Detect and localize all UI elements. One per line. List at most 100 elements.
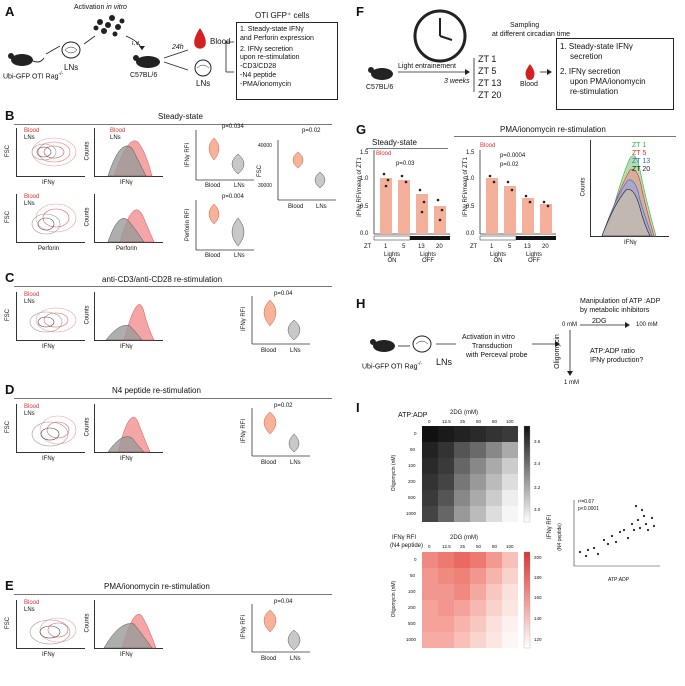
- d-x-blood: Blood: [261, 460, 277, 466]
- g-ytick-2: 1.0: [360, 176, 369, 182]
- i-col-0: 0: [428, 419, 431, 424]
- i-scatter-x: ATP:ADP: [608, 577, 630, 583]
- readout-box-a: 1. Steady-state IFNγ and Perforin express…: [236, 22, 338, 100]
- e-violin: [251, 604, 310, 653]
- i-col2-0: 0: [428, 544, 431, 549]
- c-x-lns: LNs: [290, 348, 301, 354]
- manip-1: Manipulation of ATP :ADP: [580, 298, 661, 305]
- i-col2-1: 12.5: [442, 544, 451, 549]
- d-hist: [94, 404, 163, 453]
- light-entrainment: Light entrainement: [398, 63, 456, 70]
- i-grey-heatmap: [422, 426, 518, 522]
- g-blood-1: Blood: [376, 151, 392, 157]
- panel-label-a: A: [5, 4, 15, 19]
- panel-label-d: D: [5, 382, 15, 397]
- g-ytick2-3: 0.5: [466, 204, 475, 210]
- i-grey-scale-4: 3.0: [534, 507, 541, 512]
- i-col-4: 80: [492, 419, 498, 424]
- d-legend-blood: Blood: [24, 404, 40, 410]
- sampling-2: at different circadian time: [492, 31, 571, 38]
- b-hist-perforin: [94, 194, 163, 243]
- i-grey-scalebar: [523, 425, 531, 523]
- e-ifng-x1: IFNγ: [42, 652, 55, 658]
- d-contour: [16, 404, 85, 453]
- i-oligo-2: Oligomycin (nM): [391, 580, 398, 618]
- g-legend-zt13: ZT 13: [632, 158, 651, 165]
- g-hist-plot: [601, 155, 657, 237]
- g2-zt20: 20: [542, 244, 549, 250]
- g-p2: p=0.0004: [500, 153, 526, 159]
- i-col2-4: 80: [492, 544, 498, 549]
- d-legend-lns: LNs: [24, 411, 35, 417]
- d-hist-plot: [107, 416, 151, 453]
- i-row-2: 100: [408, 463, 416, 468]
- i-row2-1: 50: [410, 573, 416, 578]
- i-red-heatmap: [422, 552, 518, 648]
- box-title-a: OTI GFP⁺ cells: [255, 11, 310, 20]
- g-p3: p=0.02: [500, 162, 519, 168]
- activation-text: Activation in vitro: [74, 4, 127, 11]
- g2-zt1: 1: [490, 244, 494, 250]
- i-dg-mm-2: 2DG (mM): [450, 535, 478, 541]
- b-p3: p=0.02: [302, 128, 321, 134]
- i-scatter-y: IFNγ RFI: [547, 515, 553, 539]
- b-contour-perforin-plot: [31, 203, 77, 235]
- b-x-blood-1: Blood: [205, 183, 221, 189]
- i-row-3: 200: [408, 479, 416, 484]
- i-pval: p<0.0001: [578, 506, 599, 512]
- i-row2-5: 1000: [406, 637, 417, 642]
- g-title-2: PMA/ionomycin re-stimulation: [500, 125, 606, 134]
- i-ifng-rfi-label: IFNγ RFI: [392, 535, 416, 541]
- b-legend3-lns: LNs: [24, 201, 35, 207]
- panel-e-title: PMA/ionomycin re-stimulation: [104, 582, 210, 591]
- b-legend-blood: Blood: [24, 128, 40, 134]
- dg-h: 2DG: [592, 318, 607, 325]
- readout-box-f: 1. Steady-state IFNγ secretion 2. IFNγ se…: [556, 38, 674, 110]
- d-violin: [251, 408, 310, 457]
- g-hist: [590, 140, 669, 237]
- b-perforin-xlabel-1: Perforin: [38, 246, 60, 252]
- i-dg-mm-1: 2DG (mM): [450, 410, 478, 416]
- recipient-label: C57BL/6: [130, 72, 158, 79]
- b-violin-ifng: [195, 130, 254, 181]
- i-col-5: 100: [506, 419, 514, 424]
- b-legend3-blood: Blood: [24, 194, 40, 200]
- b-p2: p=0.004: [222, 194, 244, 200]
- i-grey-scale-3: 3.2: [534, 485, 541, 490]
- i-col2-3: 50: [476, 544, 482, 549]
- g-zt-label-2: ZT: [470, 244, 478, 250]
- panel-label-g: G: [356, 122, 367, 137]
- one-mm: 1 mM: [564, 380, 579, 386]
- mouse-a-label: Ubi-GFP OTI Rag-/-: [3, 71, 64, 81]
- b-perforin-xlabel-2: Perforin: [116, 246, 138, 252]
- i-r2: r²=0.67: [578, 499, 594, 505]
- i-col2-5: 100: [506, 544, 514, 549]
- panel-label-f: F: [356, 4, 364, 19]
- transduction-h: Transduction: [472, 343, 513, 350]
- b-contour-perforin: [16, 194, 85, 243]
- g-ytick-3: 0.5: [360, 204, 369, 210]
- g-legend-zt5: ZT 5: [632, 150, 647, 157]
- g1-lights-off: Lights OFF: [419, 252, 436, 264]
- perceval-h: with Perceval probe: [466, 352, 528, 359]
- g2-lights-on: Lights ON: [489, 252, 506, 264]
- panel-label-e: E: [5, 578, 14, 593]
- c-hist: [94, 292, 163, 341]
- i-red-scale-4: 140: [534, 616, 542, 621]
- i-red-scalebar: [523, 551, 531, 649]
- i-row-1: 50: [410, 447, 416, 452]
- g-ytick2-2: 1.0: [466, 176, 475, 182]
- panel-label-c: C: [5, 270, 15, 285]
- i-scatter: [573, 500, 660, 567]
- c-contour-plot: [29, 307, 77, 333]
- i-row2-4: 500: [408, 621, 416, 626]
- b-p1: p=0.034: [222, 124, 244, 130]
- g1-zt20: 20: [436, 244, 443, 250]
- i-grey-scale-2: 3.4: [534, 461, 541, 466]
- g1-zt13: 13: [418, 244, 425, 250]
- g-p1: p=0.03: [396, 161, 415, 167]
- g2-zt5: 5: [508, 244, 512, 250]
- e-contour-plot: [29, 617, 77, 645]
- b-fsc-tick-2: 30000: [258, 183, 272, 189]
